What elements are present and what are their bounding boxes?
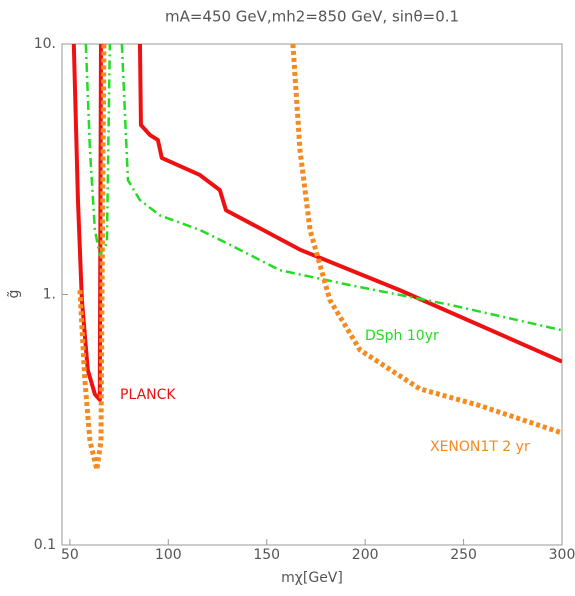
y-tick-label: 1. <box>43 287 56 303</box>
y-tick-label: 0.1 <box>34 537 56 553</box>
chart-title: mA=450 GeV,mh2=850 GeV, sinθ=0.1 <box>165 8 459 26</box>
series-label: XENON1T 2 yr <box>430 439 530 455</box>
x-tick-label: 50 <box>61 547 79 563</box>
series-line <box>71 44 562 402</box>
x-axis-label: mχ[GeV] <box>281 570 343 586</box>
series-label: DSph 10yr <box>365 328 439 344</box>
x-tick-label: 200 <box>352 547 379 563</box>
series-line <box>84 44 562 332</box>
x-tick-label: 100 <box>155 547 182 563</box>
series-label: PLANCK <box>120 387 176 403</box>
x-tick-label: 300 <box>549 547 575 563</box>
y-tick-label: 10. <box>34 36 56 52</box>
x-tick-label: 150 <box>253 547 280 563</box>
plot-frame <box>61 43 563 546</box>
series-line <box>77 44 562 473</box>
x-tick-label: 250 <box>450 547 477 563</box>
y-axis-label: g̃ <box>6 290 22 299</box>
